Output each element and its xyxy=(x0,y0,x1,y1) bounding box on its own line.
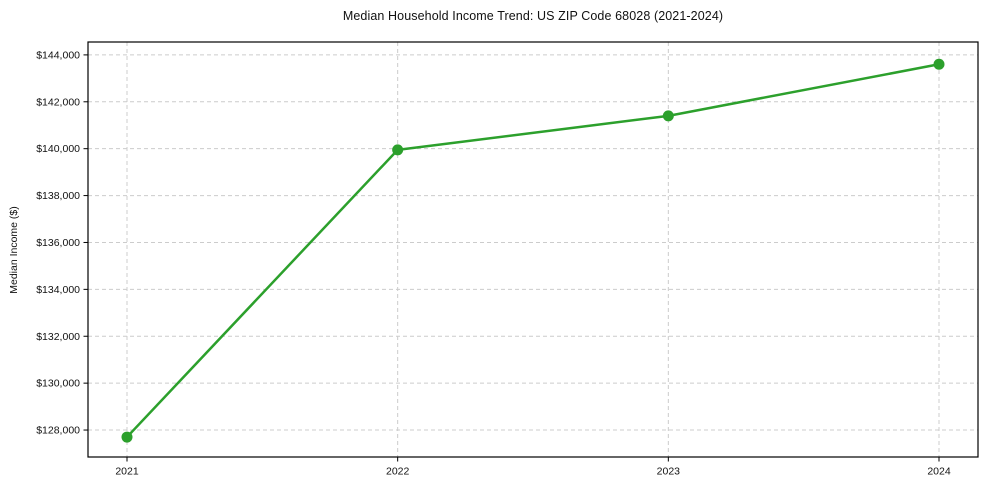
data-point-marker xyxy=(121,431,133,443)
x-tick-label: 2024 xyxy=(927,466,951,478)
data-point-marker xyxy=(662,110,674,122)
y-tick-label: $142,000 xyxy=(36,96,80,108)
y-tick-label: $136,000 xyxy=(36,237,80,249)
y-tick-label: $132,000 xyxy=(36,331,80,343)
y-tick-label: $134,000 xyxy=(36,284,80,296)
axes-frame xyxy=(87,41,979,458)
data-point-marker xyxy=(933,58,945,70)
y-tick-label: $130,000 xyxy=(36,378,80,390)
y-tick-label: $128,000 xyxy=(36,425,80,437)
x-tick-label: 2023 xyxy=(657,466,681,478)
plot-background xyxy=(88,42,978,457)
y-axis-label: Median Income ($) xyxy=(8,206,20,294)
x-tick-label: 2021 xyxy=(115,466,139,478)
chart-title: Median Household Income Trend: US ZIP Co… xyxy=(342,9,724,23)
y-tick-label: $144,000 xyxy=(36,49,80,61)
data-point-marker xyxy=(392,144,404,156)
x-tick-label: 2022 xyxy=(386,466,410,478)
y-tick-label: $138,000 xyxy=(36,190,80,202)
y-tick-label: $140,000 xyxy=(36,143,80,155)
trend-line xyxy=(125,63,941,439)
